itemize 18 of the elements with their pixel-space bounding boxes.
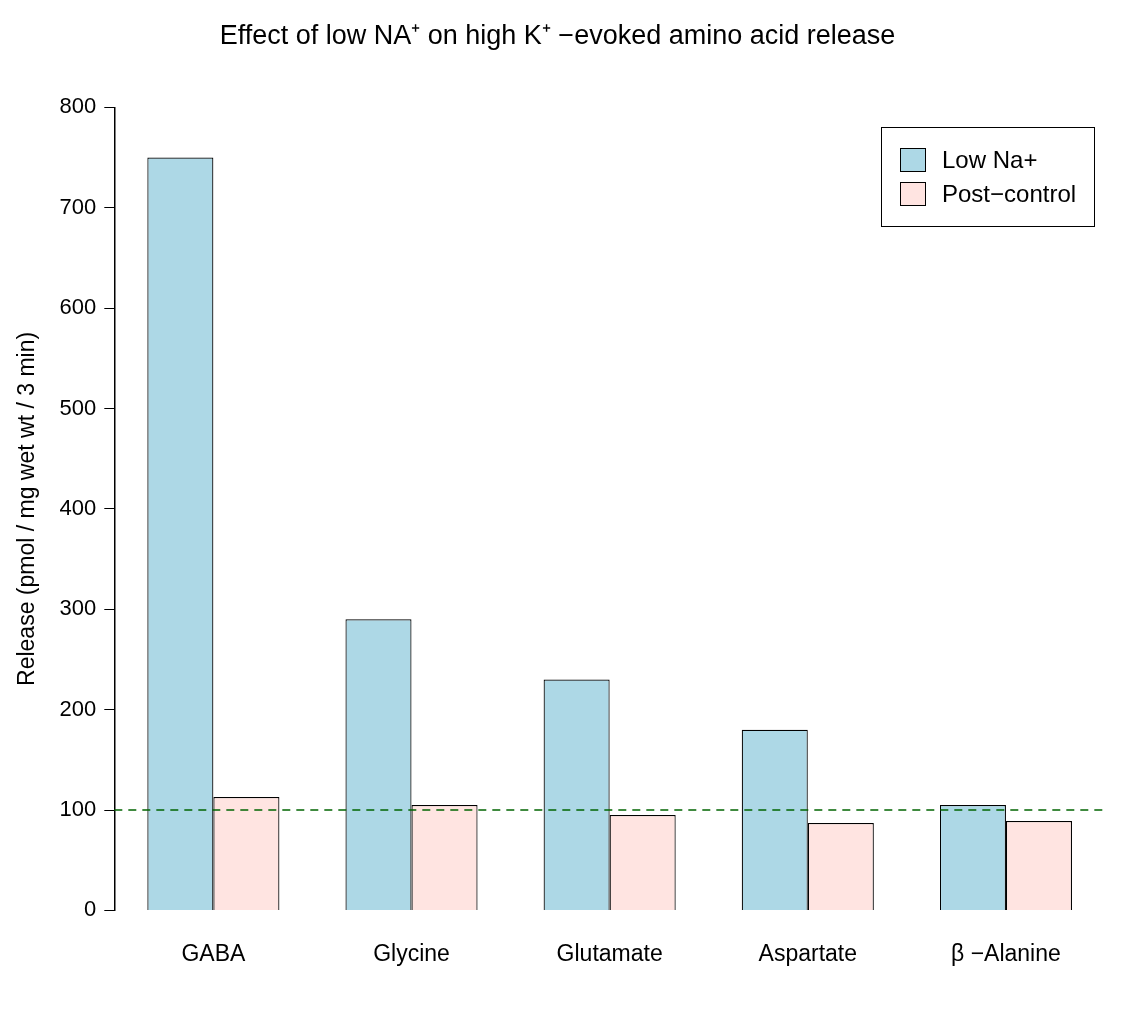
y-tick-label: 200 (59, 695, 97, 721)
x-tick-label: Glycine (373, 939, 450, 966)
legend-label: Low Na+ (942, 146, 1038, 175)
y-tick-label: 500 (59, 394, 97, 420)
y-axis-title: Release (pmol / mg wet wt / 3 min) (13, 331, 40, 686)
y-tick-label: 400 (59, 494, 97, 520)
y-tick-label: 700 (59, 193, 97, 219)
chart-title: Effect of low NA⁺ on high K⁺ −evoked amino acid release (219, 19, 896, 50)
x-tick-label: Aspartate (758, 939, 858, 966)
y-tick-label: 300 (59, 595, 97, 621)
y-tick-label: 800 (59, 93, 97, 119)
x-tick-label: β −Alanine (951, 939, 1061, 966)
legend-label: Post−control (942, 180, 1077, 209)
y-tick-label: 100 (59, 796, 97, 822)
y-tick-label: 600 (59, 294, 97, 320)
x-tick-label: Glutamate (556, 939, 663, 966)
y-tick-label: 0 (84, 896, 97, 922)
x-tick-label: GABA (181, 939, 246, 966)
